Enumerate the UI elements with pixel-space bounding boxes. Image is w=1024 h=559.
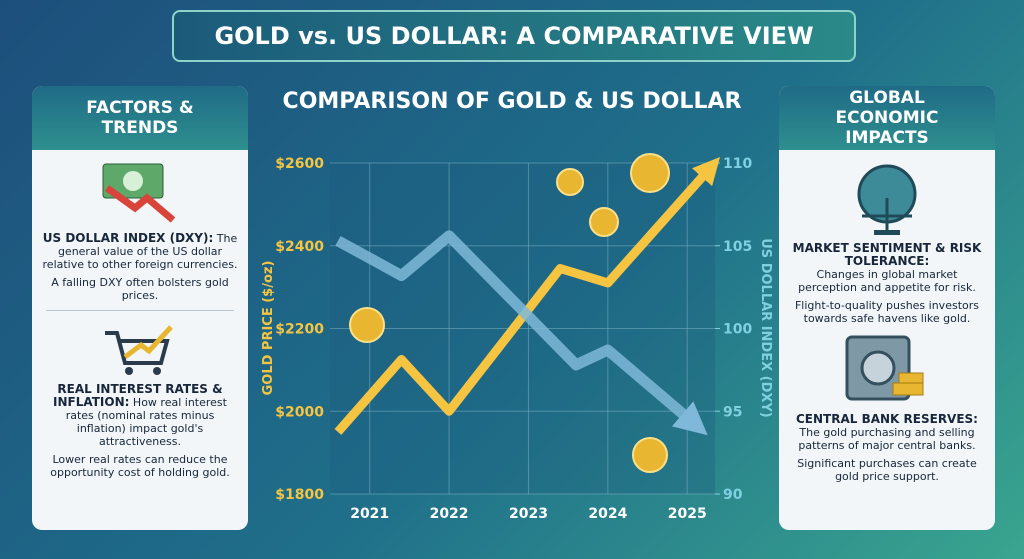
item-note: Lower real rates can reduce the opportun… bbox=[50, 453, 230, 479]
coins bbox=[349, 153, 670, 473]
right-panel: GLOBAL ECONOMIC IMPACTS MARKET SENTIMENT… bbox=[779, 86, 995, 530]
item-heading: REAL INTEREST RATES & INFLATION: bbox=[53, 382, 223, 409]
y-tick-label: $2600 bbox=[275, 156, 324, 172]
y-tick-label: $2200 bbox=[275, 322, 324, 338]
cart-icon bbox=[105, 325, 173, 375]
item-heading: US DOLLAR INDEX (DXY): bbox=[42, 231, 214, 245]
y-tick-label: $1800 bbox=[275, 487, 324, 503]
y2-axis-label: US DOLLAR INDEX (DXY) bbox=[758, 238, 773, 418]
x-tick-label: 2025 bbox=[668, 506, 707, 522]
vault-icon bbox=[845, 335, 924, 401]
x-tick-label: 2021 bbox=[350, 506, 389, 522]
item-text: The general value of the US dollar relat… bbox=[42, 232, 238, 271]
item-text: The gold purchasing and selling patterns… bbox=[798, 426, 976, 452]
y2-tick-label: 90 bbox=[723, 487, 743, 503]
y2-tick-label: 105 bbox=[723, 239, 752, 255]
series-line bbox=[335, 230, 708, 436]
x-tick-label: 2022 bbox=[430, 506, 469, 522]
item-note: Flight-to-quality pushes investors towar… bbox=[794, 299, 979, 325]
y-axis-label: GOLD PRICE ($/oz) bbox=[261, 261, 276, 396]
y2-tick-label: 100 bbox=[723, 322, 752, 338]
x-tick-label: 2023 bbox=[509, 506, 548, 522]
series-line bbox=[334, 157, 721, 435]
impact-item: MARKET SENTIMENT & RISK TOLERANCE: Chang… bbox=[779, 241, 995, 326]
factor-item: US DOLLAR INDEX (DXY): The general value… bbox=[32, 231, 248, 303]
y-tick-label: $2000 bbox=[275, 404, 324, 420]
y-tick-label: $2400 bbox=[275, 239, 324, 255]
left-panel: FACTORS & TRENDS US DOLLAR INDEX (DXY): … bbox=[32, 86, 248, 530]
panel-title: FACTORS & TRENDS bbox=[32, 86, 248, 150]
y2-tick-label: 110 bbox=[723, 156, 752, 172]
header-title: GOLD vs. US DOLLAR: A COMPARATIVE VIEW bbox=[172, 10, 856, 62]
item-heading: MARKET SENTIMENT & RISK TOLERANCE: bbox=[792, 241, 982, 268]
globe-icon bbox=[857, 164, 917, 235]
item-note: A falling DXY often bolsters gold prices… bbox=[51, 276, 229, 302]
panel-title: GLOBAL ECONOMIC IMPACTS bbox=[779, 86, 995, 150]
item-text: How real interest rates (nominal rates m… bbox=[65, 396, 227, 448]
y2-tick-label: 95 bbox=[723, 404, 742, 420]
dollar-icon bbox=[102, 163, 176, 223]
factor-item: REAL INTEREST RATES & INFLATION: How rea… bbox=[32, 382, 248, 480]
item-note: Significant purchases can create gold pr… bbox=[797, 457, 977, 483]
chart-title: COMPARISON OF GOLD & US DOLLAR bbox=[283, 89, 742, 114]
item-heading: CENTRAL BANK RESERVES: bbox=[796, 412, 978, 426]
impact-item: CENTRAL BANK RESERVES: The gold purchasi… bbox=[779, 412, 995, 484]
x-tick-label: 2024 bbox=[588, 506, 627, 522]
item-text: Changes in global market perception and … bbox=[798, 268, 976, 294]
